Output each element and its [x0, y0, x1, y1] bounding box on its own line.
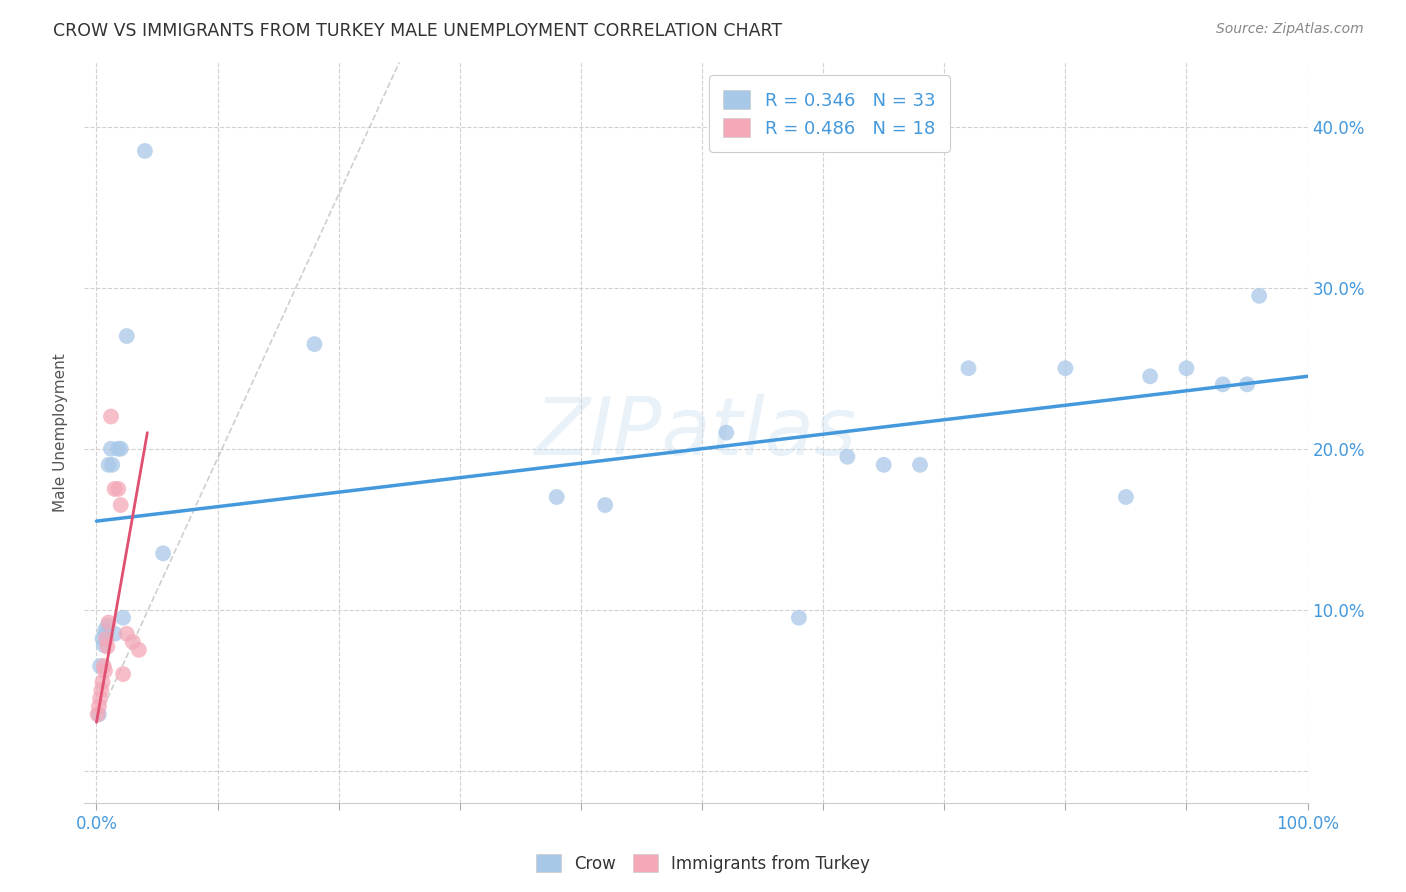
- Point: [112, 667, 135, 681]
- Point: [107, 482, 129, 496]
- Point: [97, 458, 120, 472]
- Legend: Crow, Immigrants from Turkey: Crow, Immigrants from Turkey: [529, 847, 877, 880]
- Point: [104, 627, 127, 641]
- Text: CROW VS IMMIGRANTS FROM TURKEY MALE UNEMPLOYMENT CORRELATION CHART: CROW VS IMMIGRANTS FROM TURKEY MALE UNEM…: [53, 22, 783, 40]
- Point: [837, 450, 859, 464]
- Point: [91, 675, 114, 690]
- Point: [94, 664, 117, 678]
- Point: [1236, 377, 1258, 392]
- Point: [87, 707, 110, 722]
- Point: [121, 635, 143, 649]
- Legend: R = 0.346   N = 33, R = 0.486   N = 18: R = 0.346 N = 33, R = 0.486 N = 18: [709, 75, 950, 152]
- Point: [100, 409, 122, 424]
- Point: [957, 361, 980, 376]
- Point: [908, 458, 931, 472]
- Point: [107, 442, 129, 456]
- Point: [716, 425, 738, 440]
- Point: [89, 659, 111, 673]
- Point: [546, 490, 568, 504]
- Point: [1175, 361, 1198, 376]
- Point: [91, 632, 114, 646]
- Point: [96, 619, 118, 633]
- Point: [1054, 361, 1077, 376]
- Text: ZIPatlas: ZIPatlas: [534, 393, 858, 472]
- Point: [134, 144, 156, 158]
- Point: [112, 610, 135, 624]
- Point: [93, 638, 115, 652]
- Point: [93, 659, 115, 673]
- Point: [110, 442, 132, 456]
- Point: [152, 546, 174, 560]
- Point: [86, 707, 108, 722]
- Point: [115, 329, 138, 343]
- Point: [1139, 369, 1161, 384]
- Point: [593, 498, 616, 512]
- Point: [1212, 377, 1234, 392]
- Point: [96, 640, 118, 654]
- Point: [87, 699, 110, 714]
- Point: [96, 627, 118, 641]
- Point: [110, 498, 132, 512]
- Point: [1249, 289, 1271, 303]
- Point: [101, 458, 124, 472]
- Point: [787, 610, 810, 624]
- Point: [104, 482, 127, 496]
- Point: [100, 442, 122, 456]
- Y-axis label: Male Unemployment: Male Unemployment: [53, 353, 69, 512]
- Point: [115, 627, 138, 641]
- Point: [304, 337, 326, 351]
- Point: [94, 624, 117, 638]
- Point: [873, 458, 896, 472]
- Point: [96, 632, 118, 646]
- Point: [97, 615, 120, 630]
- Point: [1115, 490, 1137, 504]
- Point: [89, 691, 111, 706]
- Point: [90, 683, 112, 698]
- Point: [128, 643, 150, 657]
- Text: Source: ZipAtlas.com: Source: ZipAtlas.com: [1216, 22, 1364, 37]
